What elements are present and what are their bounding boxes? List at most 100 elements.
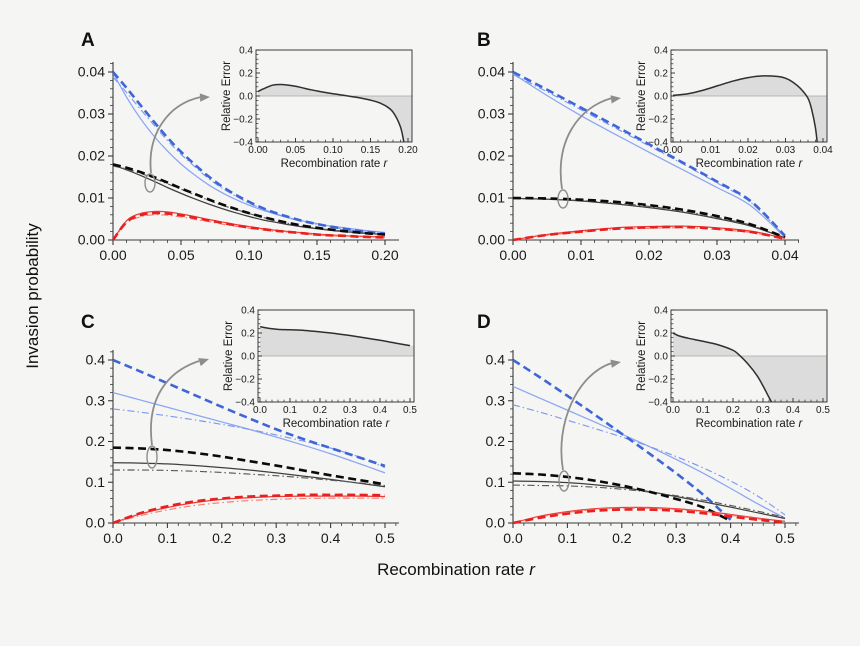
inset-shaded-area	[673, 333, 827, 402]
x-tick-label: 0.20	[371, 247, 398, 263]
inset-error-curve	[257, 83, 405, 142]
inset-y-tick-label: −0.2	[648, 375, 668, 386]
panel-label-c: C	[81, 312, 95, 333]
y-tick-label: 0.4	[486, 352, 506, 368]
y-ticks: 0.0 0.1 0.2 0.3 0.4	[86, 351, 113, 531]
inset-pointer-arrow	[560, 362, 613, 471]
y-tick-label: 0.03	[78, 106, 105, 122]
x-tick-label: 0.03	[703, 247, 730, 263]
curve-black-dashdot	[512, 484, 786, 518]
curve-black-solid	[112, 462, 386, 488]
inset-y-tick-label: 0.0	[654, 352, 668, 363]
inset-y-ticks: −0.4 −0.2 0.0 0.2 0.4	[648, 46, 675, 149]
x-tick-label: 0.05	[167, 247, 194, 263]
inset-x-tick-label: 0.4	[373, 405, 387, 416]
x-tick-label: 0.1	[158, 530, 178, 546]
inset-x-tick-label: 0.20	[398, 145, 418, 156]
inset-x-tick-label: 0.5	[816, 405, 830, 416]
y-tick-label: 0.02	[478, 148, 505, 164]
inset-y-tick-label: 0.4	[239, 46, 253, 57]
y-tick-label: 0.1	[86, 474, 106, 490]
curve-black-solid	[512, 480, 786, 520]
x-tick-label: 0.3	[266, 530, 286, 546]
y-tick-label: 0.01	[478, 190, 505, 206]
inset-y-tick-label: 0.2	[241, 329, 255, 340]
curve-blue-dashed	[512, 70, 786, 237]
curve-blue-dashdot	[112, 408, 386, 469]
curve-red-dashdot	[512, 507, 786, 524]
x-tick-label: 0.00	[99, 247, 126, 263]
inset-relative-error-a: 0.00 0.05 0.10 0.15 0.20 −0.4 −0.2 0.0 0.2 0.4 Rel…	[221, 46, 418, 171]
inset-x-tick-label: 0.1	[283, 405, 297, 416]
inset-x-ticks: 0.0 0.1 0.2 0.3 0.4 0.5	[666, 398, 830, 416]
y-ticks: 0.0 0.1 0.2 0.3 0.4	[486, 351, 513, 531]
inset-pointer-arrow	[559, 97, 613, 190]
y-tick-label: 0.4	[86, 352, 106, 368]
y-tick-label: 0.03	[478, 106, 505, 122]
curve-blue-dashdot	[512, 404, 786, 516]
inset-x-tick-label: 0.10	[323, 145, 343, 156]
curve-red-dashed	[512, 508, 786, 525]
inset-error-curve	[672, 75, 818, 142]
inset-x-tick-label: 0.02	[738, 145, 758, 156]
inset-error-curve	[672, 332, 773, 402]
x-tick-label: 0.5	[375, 530, 395, 546]
inset-pointer-arrow	[149, 96, 202, 174]
inset-x-tick-label: 0.5	[403, 405, 417, 416]
panel-label-b: B	[477, 30, 491, 51]
curve-red-dashdot	[112, 497, 385, 524]
curve-blue-solid	[112, 391, 386, 474]
x-tick-label: 0.4	[721, 530, 741, 546]
inset-y-tick-label: 0.4	[241, 306, 255, 317]
inset-x-tick-label: 0.0	[666, 405, 680, 416]
curve-black-dashed	[512, 471, 732, 523]
inset-x-tick-label: 0.04	[813, 145, 833, 156]
inset-x-tick-label: 0.00	[663, 145, 683, 156]
y-tick-label: 0.01	[78, 190, 105, 206]
panel-label-d: D	[477, 312, 491, 333]
curve-blue-solid	[512, 73, 786, 238]
x-tick-label: 0.02	[635, 247, 662, 263]
curve-black-dashed	[112, 163, 386, 236]
y-tick-label: 0.04	[78, 64, 105, 80]
curve-blue-solid	[112, 72, 386, 234]
curve-blue-dashed	[512, 358, 732, 521]
curve-blue-dashed	[112, 358, 386, 468]
inset-x-tick-label: 0.2	[313, 405, 327, 416]
inset-y-axis-label: Relative Error	[223, 321, 235, 391]
inset-x-ticks: 0.0 0.1 0.2 0.3 0.4 0.5	[253, 398, 417, 416]
inset-relative-error-b: 0.00 0.01 0.02 0.03 0.04 −0.4 −0.2 0.0 0.2 0.4 Rel…	[636, 46, 833, 171]
inset-x-tick-label: 0.4	[786, 405, 800, 416]
x-tick-label: 0.0	[503, 530, 523, 546]
inset-y-tick-label: 0.0	[241, 352, 255, 363]
x-tick-label: 0.04	[771, 247, 798, 263]
x-tick-label: 0.10	[235, 247, 262, 263]
x-tick-label: 0.3	[666, 530, 686, 546]
x-axis-title: Recombination rate r	[296, 560, 616, 580]
y-tick-label: 0.3	[86, 392, 106, 408]
arrowhead-icon	[610, 359, 621, 368]
inset-relative-error-c: 0.0 0.1 0.2 0.3 0.4 0.5 −0.4 −0.2 0.0 0.2 0.4 Relat…	[223, 306, 417, 431]
highlight-marker-ellipse	[146, 445, 158, 469]
inset-y-tick-label: 0.4	[654, 46, 668, 57]
inset-shaded-area	[258, 84, 412, 142]
inset-x-tick-label: 0.05	[286, 145, 306, 156]
x-ticks: 0.0 0.1 0.2 0.3 0.4 0.5	[503, 523, 797, 546]
curves	[512, 70, 786, 242]
inset-x-tick-label: 0.1	[696, 405, 710, 416]
y-tick-label: 0.3	[486, 392, 506, 408]
inset-x-axis-label: Recombination rate r	[696, 158, 804, 170]
x-ticks: 0.00 0.05 0.10 0.15 0.20	[99, 240, 399, 263]
inset-x-tick-label: 0.01	[701, 145, 721, 156]
inset-x-tick-label: 0.3	[756, 405, 770, 416]
inset-shaded-area	[673, 75, 827, 142]
x-tick-label: 0.00	[499, 247, 526, 263]
inset-y-tick-label: −0.2	[233, 115, 253, 126]
y-tick-label: 0.04	[478, 64, 505, 80]
inset-y-tick-label: −0.2	[648, 115, 668, 126]
highlight-marker-ellipse	[558, 470, 570, 492]
inset-y-axis-label: Relative Error	[221, 61, 233, 131]
panel-a: 0.00 0.05 0.10 0.15 0.20 0.00 0.01 0.02 0.03 0.04…	[78, 46, 418, 264]
inset-y-axis-label: Relative Error	[636, 321, 648, 391]
